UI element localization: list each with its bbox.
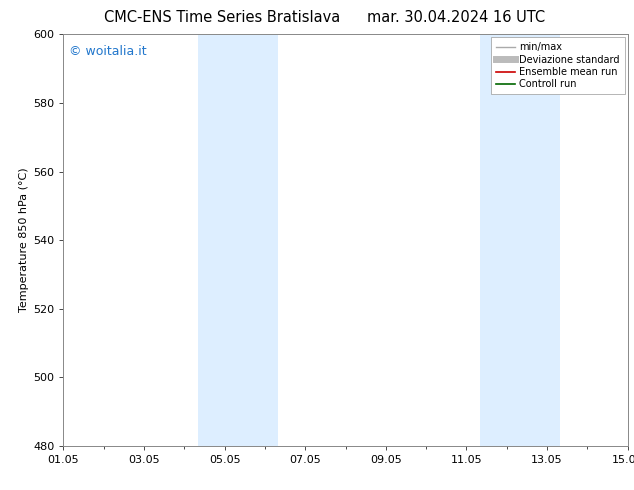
Legend: min/max, Deviazione standard, Ensemble mean run, Controll run: min/max, Deviazione standard, Ensemble m… [491, 37, 624, 94]
Text: © woitalia.it: © woitalia.it [69, 45, 146, 58]
Text: mar. 30.04.2024 16 UTC: mar. 30.04.2024 16 UTC [368, 10, 545, 24]
Bar [480, 34, 560, 446]
Bar [198, 34, 278, 446]
Text: CMC-ENS Time Series Bratislava: CMC-ENS Time Series Bratislava [104, 10, 340, 24]
Y-axis label: Temperature 850 hPa (°C): Temperature 850 hPa (°C) [19, 168, 29, 313]
